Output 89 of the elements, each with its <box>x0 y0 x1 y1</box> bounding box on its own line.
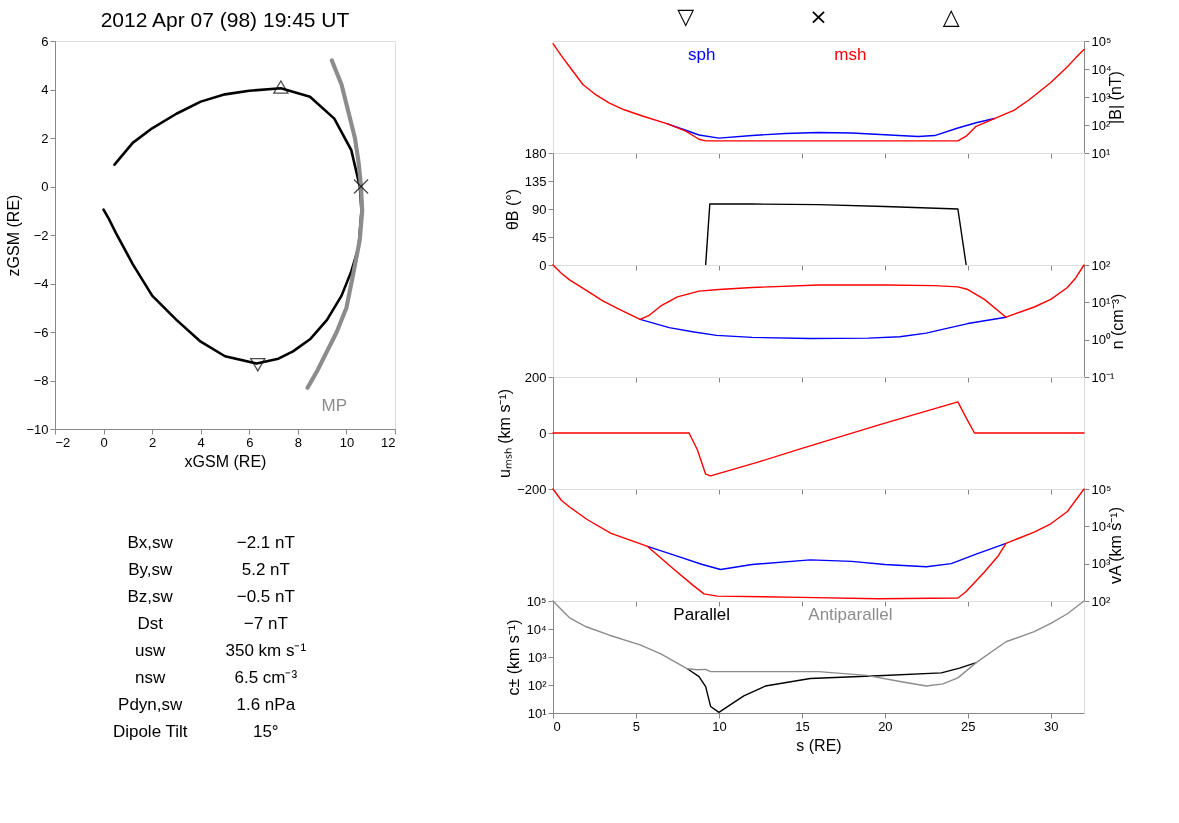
text: sph <box>687 45 716 64</box>
text: usw <box>135 641 167 660</box>
x-tick-label: 10 <box>339 434 355 450</box>
text: 1.6 nPa <box>236 695 296 714</box>
y-tick-label: −8 <box>33 373 49 388</box>
x-tick-label: 0 <box>553 718 561 734</box>
text: 5.2 nT <box>241 560 290 579</box>
y2-tick-label: 10⁴ <box>1091 518 1112 534</box>
line-series <box>552 264 1085 321</box>
x-tick-label: 30 <box>1044 718 1059 734</box>
line-series <box>639 316 1007 340</box>
text: Dst <box>137 614 164 633</box>
series-label: MP <box>321 395 348 415</box>
y-tick-label: 135 <box>524 173 547 189</box>
text: △ <box>942 4 960 29</box>
y-tick-label: −6 <box>33 324 49 340</box>
y-tick-label: 90 <box>532 201 547 217</box>
text: Bz,sw <box>127 587 174 606</box>
text: By,sw <box>128 560 173 579</box>
x-tick-label: 10 <box>712 718 727 734</box>
chart-title: 2012 Apr 07 (98) 19:45 UT <box>100 8 350 31</box>
text: Dipole Tilt <box>112 722 188 741</box>
point <box>250 357 266 372</box>
text: −0.5 nT <box>236 587 295 606</box>
text: msh <box>834 45 867 64</box>
x-tick-label: 2 <box>149 434 157 450</box>
x-tick-label: 8 <box>294 434 302 450</box>
text: −2.1 nT <box>236 533 295 552</box>
x-tick-label: 15 <box>795 718 810 734</box>
point <box>353 178 369 195</box>
y2-tick-label: 10² <box>1091 257 1111 273</box>
text: Bx,sw <box>127 533 174 552</box>
y-tick-label: 180 <box>524 145 547 161</box>
y-tick-label: 45 <box>532 229 547 245</box>
x-tick-label: −2 <box>55 434 71 450</box>
x-axis-title: s (RE) <box>796 736 842 754</box>
y-tick-label: 200 <box>524 369 547 385</box>
text: ▽ <box>677 4 695 29</box>
x-tick-label: 6 <box>246 434 254 450</box>
y-tick-label: 4 <box>41 82 49 97</box>
y2-tick-label: 10³ <box>1091 89 1111 105</box>
x-tick-label: 12 <box>381 434 396 450</box>
y-tick-label: 10⁴ <box>526 621 547 637</box>
y-axis-title: uₘₛₕ (km s⁻¹) <box>496 388 514 479</box>
x-tick-label: 25 <box>961 718 976 734</box>
y2-tick-label: 10⁻¹ <box>1091 369 1115 385</box>
y2-axis-title: n (cm⁻³) <box>1109 293 1127 350</box>
line-series <box>646 542 1007 571</box>
y-tick-label: −4 <box>33 276 49 291</box>
line-series <box>686 661 977 714</box>
point <box>273 80 289 94</box>
y-axis-title: θB (°) <box>503 188 521 231</box>
text: 350 km s⁻¹ <box>225 641 307 660</box>
line-series <box>305 58 365 390</box>
y-tick-label: −2 <box>33 227 49 243</box>
y2-tick-label: 10⁵ <box>1091 33 1112 49</box>
line-series <box>704 203 967 266</box>
y-tick-label: 0 <box>539 257 547 273</box>
y-tick-label: −10 <box>26 421 49 437</box>
y-axis-title: zGSM (RE) <box>5 194 23 277</box>
y2-tick-label: 10⁰ <box>1091 332 1111 348</box>
x-axis-title: xGSM (RE) <box>184 452 267 470</box>
y-tick-label: 6 <box>41 33 49 49</box>
y2-tick-label: 10⁵ <box>1091 481 1112 497</box>
text: 6.5 cm⁻³ <box>234 668 298 687</box>
y-tick-label: −200 <box>517 481 547 497</box>
y-tick-label: 2 <box>41 130 49 146</box>
text: 15° <box>252 722 279 741</box>
y-tick-label: 0 <box>41 179 49 194</box>
line-series <box>552 43 1085 142</box>
text: nsw <box>135 668 167 687</box>
y-axis-title: c± (km s⁻¹) <box>505 619 523 696</box>
x-tick-label: 0 <box>100 434 108 450</box>
text: −7 nT <box>243 614 288 633</box>
x-tick-label: 4 <box>197 434 205 450</box>
y-tick-label: 10² <box>527 677 548 693</box>
text: Parallel <box>673 605 731 624</box>
y-tick-label: 10³ <box>527 649 548 665</box>
y2-tick-label: 10¹ <box>1091 145 1111 161</box>
y-tick-label: 10¹ <box>527 705 548 721</box>
y2-tick-label: 10² <box>1091 593 1111 609</box>
x-tick-label: 20 <box>878 718 893 734</box>
text: × <box>809 4 828 29</box>
line-series <box>552 401 1085 477</box>
x-tick-label: 5 <box>632 718 641 734</box>
y2-tick-label: 10¹ <box>1091 294 1111 310</box>
y-tick-label: 10⁵ <box>526 593 547 609</box>
text: Pdyn,sw <box>118 695 184 714</box>
text: Antiparallel <box>808 605 893 624</box>
